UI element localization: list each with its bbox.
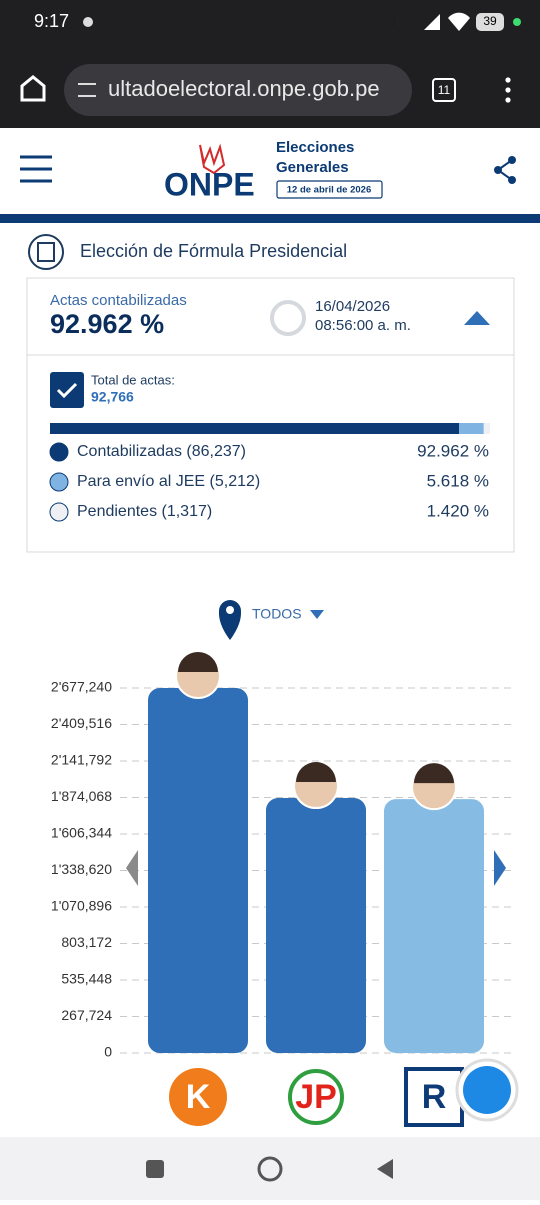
location-icon-dot [226,606,234,614]
y-tick-label: 535,448 [61,971,112,987]
y-tick-label: 0 [104,1044,112,1060]
candidate-hair [178,652,218,672]
menu-button[interactable] [505,77,511,103]
y-tick-label: 803,172 [61,934,112,950]
legend-swatch [49,442,69,462]
home-button[interactable] [20,75,46,102]
header-title: Generales [276,159,349,176]
legend-label: Para envío al JEE (5,212) [77,473,260,490]
legend-label: Pendientes (1,317) [77,503,212,520]
filter-dropdown[interactable] [310,610,324,619]
legend-label: Contabilizadas (86,237) [77,443,246,460]
y-tick-label: 2'141,792 [51,752,112,768]
accessibility-icon [463,1066,511,1114]
bar [384,799,484,1053]
status-time: 9:17 [34,11,69,31]
party-logo [169,1068,227,1126]
status-dot [513,18,521,26]
y-tick-label: 1'070,896 [51,898,112,914]
progress-bar [50,423,490,434]
y-tick-label: 2'677,240 [51,679,112,695]
tab-count: 11 [438,83,451,97]
share-button[interactable] [494,156,516,184]
logo-mark [199,143,226,175]
party-logo-text: K [186,1078,211,1116]
total-value: 92,766 [91,389,134,405]
y-tick-label: 1'338,620 [51,861,112,877]
y-tick-label: 1'606,344 [51,825,112,841]
nav-bar [0,1137,540,1200]
clock-icon [270,300,306,336]
logo-text: ONPE [164,166,255,202]
progress-segment [459,423,484,434]
site-info-icon[interactable] [78,83,96,97]
y-tick-label: 1'874,068 [51,788,112,804]
election-date: 12 de abril de 2026 [287,185,372,196]
home-nav-button[interactable] [257,1156,283,1182]
update-time: 08:56:00 a. m. [315,317,411,334]
party-logo [288,1069,344,1125]
progress-segment [50,423,460,434]
party-logo-text: JP [295,1078,337,1116]
party-logo [404,1067,464,1127]
coat-of-arms [28,234,64,270]
candidate-hair [414,763,454,784]
legend-value: 92.962 % [417,441,489,460]
party-logo-text: R [422,1078,447,1116]
bar [266,798,366,1053]
legend-swatch [49,472,69,492]
wifi-icon [448,12,470,31]
y-tick-label: 267,724 [61,1007,112,1023]
summary-card [26,277,515,553]
legend-swatch [49,502,69,522]
summary-label: Actas contabilizadas [50,292,187,309]
tabs-button[interactable] [432,78,456,102]
y-tick-label: 2'409,516 [51,715,112,731]
summary-legend: Contabilizadas (86,237) 92.962 % Para enví… [49,441,489,522]
total-label: Total de actas: [91,372,175,387]
back-button[interactable] [377,1159,393,1179]
header-rule [0,214,540,223]
chart: 0 267,724 535,448 803,172 1'070,896 1'338,620… [51,652,512,1127]
filter-label[interactable]: TODOS [252,606,302,622]
summary-percent: 92.962 % [50,309,164,339]
update-date: 16/04/2026 [315,298,390,315]
next-arrow[interactable] [494,850,506,886]
date-box [276,180,383,199]
url-text: ultadoelectoral.onpe.gob.pe [108,76,380,101]
location-icon [218,600,242,640]
progress-segment [483,423,490,434]
clipboard-icon [50,372,84,408]
legend-value: 5.618 % [427,471,489,490]
battery-icon [476,13,504,31]
bar [148,688,248,1053]
hamburger-menu[interactable] [20,155,52,183]
status-icon [83,17,93,27]
legend-value: 1.420 % [427,501,489,520]
header-title: Elecciones [276,139,354,156]
recents-button[interactable] [146,1160,164,1178]
check-icon [56,382,78,399]
collapse-toggle[interactable] [464,311,490,325]
prev-arrow[interactable] [126,850,138,886]
url-bar[interactable] [64,64,412,116]
battery-level: 39 [483,14,497,28]
signal-icon [424,14,440,30]
candidate-hair [296,762,336,783]
section-title: Elección de Fórmula Presidencial [80,241,347,261]
